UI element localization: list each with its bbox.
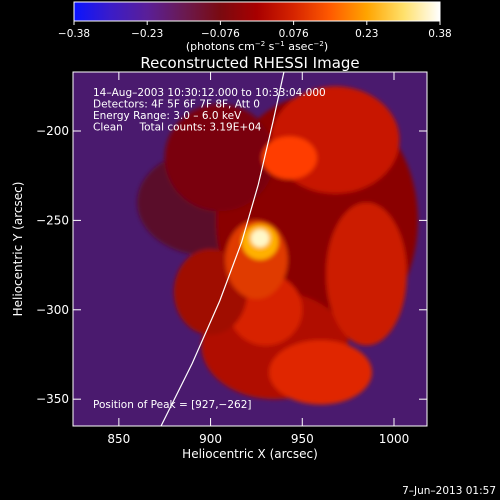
colorbar-tick-label: 0.076 (279, 28, 309, 40)
colorbar-unit-label: (photons cm−2 s−1 asec−2) (186, 40, 328, 53)
peak-position-label: Position of Peak = [927,−262] (93, 399, 252, 411)
colorbar: −0.38 −0.23 −0.076 0.076 0.23 0.38 (photons c… (58, 1, 452, 53)
x-tick-label: 850 (107, 432, 130, 446)
x-tick-label: 900 (199, 432, 222, 446)
x-tick-label: 1000 (379, 432, 410, 446)
emission-region (250, 229, 270, 248)
colorbar-ramp (73, 1, 441, 22)
emission-region (261, 136, 317, 180)
y-tick-label: −350 (36, 392, 69, 406)
colorbar-tick-label: −0.076 (201, 28, 240, 40)
y-axis-label: Heliocentric Y (arcsec) (11, 182, 25, 317)
y-tick-label: −250 (36, 213, 69, 227)
colorbar-tick-label: 0.23 (355, 28, 378, 40)
colorbar-tick-label: 0.38 (428, 28, 451, 40)
plot-area (73, 72, 427, 426)
info-line: Clean Total counts: 3.19E+04 (93, 122, 262, 134)
chart-title: Reconstructed RHESSI Image (140, 54, 359, 72)
emission-region (269, 340, 372, 405)
colorbar-tick-label: −0.38 (58, 28, 90, 40)
emission-region (164, 104, 275, 212)
info-line: Detectors: 4F 5F 6F 7F 8F, Att 0 (93, 99, 260, 111)
x-tick-label: 950 (291, 432, 314, 446)
y-tick-label: −300 (36, 303, 69, 317)
colorbar-tick-label: −0.23 (131, 28, 163, 40)
x-axis-label: Heliocentric X (arcsec) (182, 447, 318, 461)
solar-limb-curve (160, 72, 285, 426)
emission-region (326, 202, 407, 346)
axis-ticks: 850 900 950 1000 −200 −250 −300 −350 (36, 72, 427, 446)
info-line: Energy Range: 3.0 – 6.0 keV (93, 110, 242, 122)
info-line: 14–Aug–2003 10:30:12.000 to 10:33:04.000 (93, 87, 326, 99)
render-timestamp: 7–Jun–2013 01:57 (402, 485, 496, 497)
heatmap-image (137, 86, 418, 405)
y-tick-label: −200 (36, 124, 69, 138)
colorbar-ticks: −0.38 −0.23 −0.076 0.076 0.23 0.38 (58, 21, 452, 40)
observation-info: 14–Aug–2003 10:30:12.000 to 10:33:04.000… (93, 87, 326, 134)
plot-frame (72, 71, 428, 427)
